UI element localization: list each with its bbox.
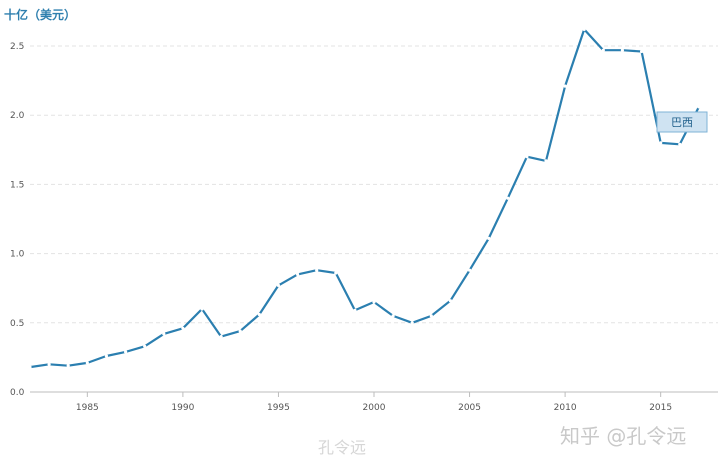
x-tick-label-1985: 1985	[76, 403, 99, 413]
x-tick-label-1995: 1995	[267, 403, 290, 413]
x-tick-label-2005: 2005	[458, 403, 481, 413]
y-tick-label-2.0: 2.0	[10, 111, 25, 121]
data-point-1999	[353, 308, 357, 312]
y-tick-label-2.5: 2.5	[10, 42, 24, 52]
data-point-1983	[47, 362, 51, 366]
x-tick-label-1990: 1990	[171, 403, 194, 413]
series-label-box	[656, 111, 708, 133]
data-point-1996	[296, 272, 300, 276]
y-tick-label-1.5: 1.5	[10, 180, 24, 190]
data-point-1991	[200, 307, 204, 311]
data-point-1984	[66, 364, 70, 368]
data-point-2012	[601, 48, 605, 52]
data-point-2000	[372, 300, 376, 304]
data-point-1986	[104, 354, 108, 358]
data-point-1990	[181, 326, 185, 330]
series-label-text: 巴西	[671, 116, 693, 129]
data-point-2013	[620, 48, 625, 52]
data-point-2015	[659, 141, 663, 145]
data-point-1998	[334, 271, 338, 275]
data-point-1994	[257, 312, 261, 317]
data-point-2007	[506, 196, 510, 200]
data-point-1992	[219, 335, 223, 339]
data-point-1995	[276, 283, 280, 287]
data-point-1987	[124, 350, 128, 354]
y-tick-label-0.0: 0.0	[10, 388, 25, 398]
data-point-2011	[582, 27, 586, 31]
data-point-2002	[410, 321, 414, 325]
x-tick-label-2010: 2010	[554, 403, 577, 413]
data-point-1989	[162, 332, 166, 336]
data-point-1988	[143, 344, 147, 348]
y-unit-label: 十亿（美元）	[4, 8, 77, 22]
data-point-2003	[429, 314, 433, 318]
data-point-2014	[640, 49, 644, 54]
data-point-2004	[448, 299, 452, 303]
weibo-watermark: 孔令远	[318, 438, 367, 457]
series-line-0	[29, 28, 700, 369]
data-point-1985	[85, 361, 89, 365]
data-point-2010	[563, 84, 567, 88]
x-tick-label-2015: 2015	[649, 403, 672, 413]
data-point-1993	[238, 329, 242, 333]
data-point-2005	[468, 268, 472, 272]
zhihu-watermark: 知乎 @孔令远	[560, 424, 687, 448]
y-tick-label-1.0: 1.0	[10, 250, 25, 260]
data-point-2017	[697, 105, 701, 109]
y-tick-label-0.5: 0.5	[10, 319, 24, 329]
data-point-1997	[315, 268, 319, 272]
data-point-1982	[28, 365, 32, 369]
data-point-2006	[487, 236, 491, 240]
data-point-2001	[391, 314, 395, 318]
data-point-2008	[525, 155, 529, 159]
data-point-2016	[678, 142, 682, 146]
data-point-2009	[544, 159, 548, 163]
x-tick-label-2000: 2000	[363, 403, 386, 413]
